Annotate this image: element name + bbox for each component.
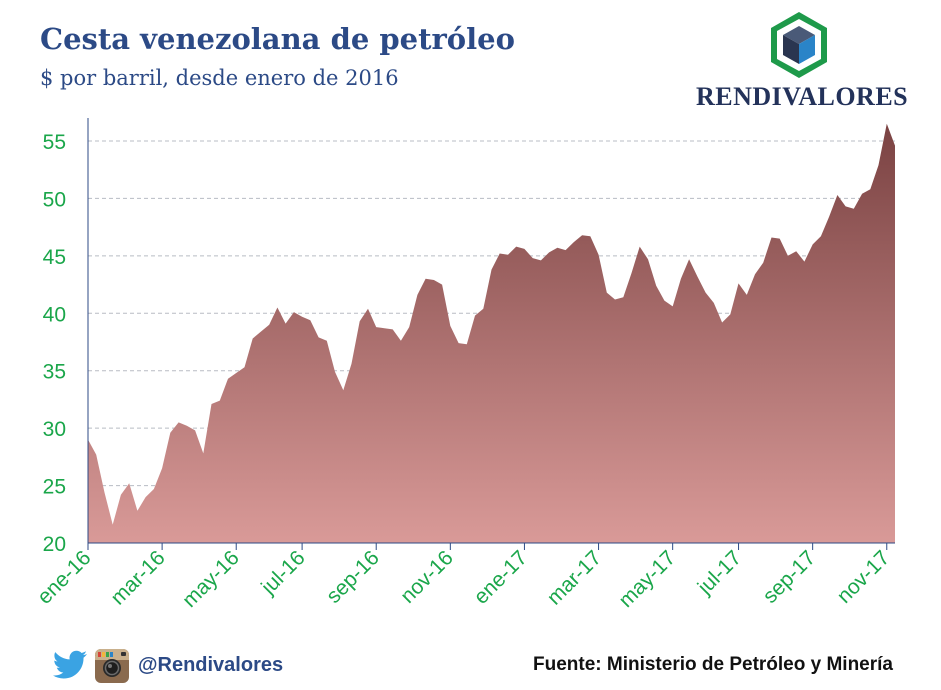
instagram-camera-icon[interactable] [94, 648, 130, 684]
y-tick-label: 45 [43, 246, 66, 269]
y-tick-label: 50 [43, 188, 66, 211]
social-handle[interactable]: @Rendivalores [138, 654, 284, 676]
y-tick-label: 25 [43, 476, 66, 499]
x-tick-label: may-16 [178, 546, 244, 612]
x-tick-label: mar-16 [106, 546, 169, 609]
x-tick-label: sep-16 [322, 546, 384, 608]
x-tick-label: may-17 [614, 546, 680, 612]
y-tick-label: 40 [43, 303, 66, 326]
y-tick-label: 55 [43, 131, 66, 154]
x-tick-label: mar-17 [543, 546, 606, 609]
chart-subtitle: $ por barril, desde enero de 2016 [40, 66, 399, 90]
x-tick-label: sep-17 [759, 546, 821, 608]
cube-hexagon-logo-icon [771, 12, 827, 78]
chart-title: Cesta venezolana de petróleo [40, 22, 515, 56]
y-tick-label: 35 [43, 361, 66, 384]
source-note: Fuente: Ministerio de Petróleo y Minería [532, 654, 893, 675]
x-tick-label: nov-17 [833, 546, 895, 608]
brand-name: RENDIVALORES [696, 82, 909, 111]
x-tick-label: ene-17 [469, 546, 532, 609]
y-tick-label: 30 [43, 418, 66, 441]
x-tick-label: jul-17 [693, 546, 746, 599]
twitter-bird-icon[interactable] [52, 650, 88, 680]
series-area [88, 123, 895, 543]
y-tick-label: 20 [43, 533, 66, 556]
x-tick-label: nov-16 [396, 546, 458, 608]
x-tick-label: jul-16 [256, 546, 309, 599]
